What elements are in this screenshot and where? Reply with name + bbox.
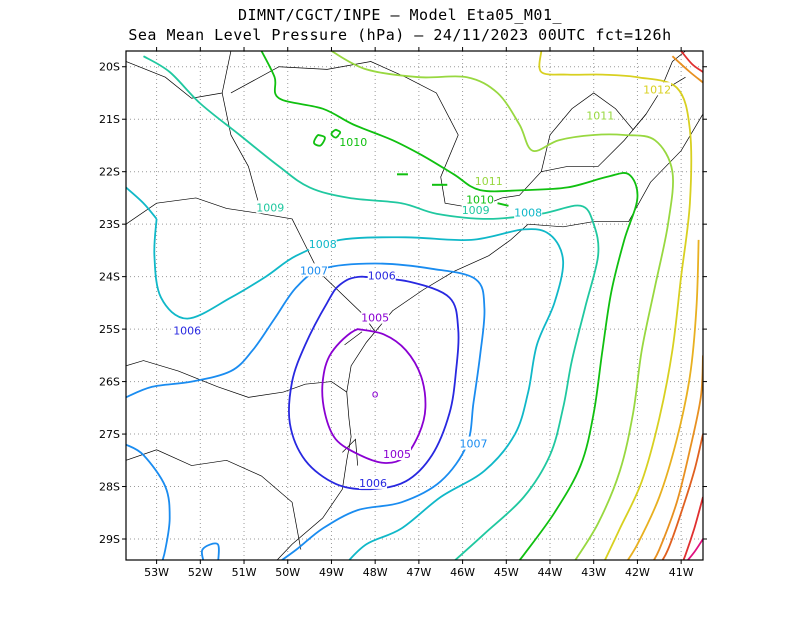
isobar-1010 [313, 134, 326, 147]
coast-or-border-line [126, 360, 347, 398]
pressure-minimum-marker: o [372, 388, 379, 401]
map-title-line-2: Sea Mean Level Pressure (hPa) – 24/11/20… [128, 26, 672, 44]
lon-tick-label: 48W [363, 566, 388, 579]
lon-tick-label: 44W [538, 566, 563, 579]
isobar-1007 [126, 262, 486, 560]
isobar-label-1011: 1011 [475, 175, 503, 188]
lon-tick-label: 46W [450, 566, 475, 579]
isobar-1008 [126, 186, 158, 220]
lon-tick-label: 45W [494, 566, 519, 579]
isobar-label-bg [459, 436, 488, 450]
lon-tick-label: 50W [275, 566, 300, 579]
coast-or-border-line [221, 51, 262, 214]
isobar-label-bg [367, 268, 396, 282]
isobar-label-1008: 1008 [514, 207, 542, 220]
coast-or-border-line [344, 331, 363, 346]
isobar-1006 [288, 275, 460, 491]
isobar-1016 [680, 51, 703, 73]
isobar-label-bg [586, 108, 615, 122]
isobar-label-1006: 1006 [173, 325, 201, 338]
isobar-label-bg [361, 310, 390, 324]
coast-or-border-line [276, 223, 529, 560]
isobar-label-1011: 1011 [586, 110, 614, 123]
isobar-label-1005: 1005 [383, 448, 411, 461]
coast-or-border-line [126, 197, 376, 332]
isobar-1011 [330, 51, 674, 560]
isobar-label-bg [308, 237, 337, 251]
coast-or-border-line [528, 113, 703, 228]
isobar-1010 [260, 51, 639, 560]
isobar-1017 [686, 538, 703, 560]
isobar-label-1012: 1012 [643, 83, 671, 96]
lon-tick-label: 43W [581, 566, 606, 579]
lat-tick-label: 20S [99, 61, 120, 74]
map-title-line-1: DIMNT/CGCT/INPE – Model Eta05_M01_ [237, 6, 563, 24]
isobar-label-bg [256, 200, 285, 214]
isobar-label-bg [339, 134, 368, 148]
isobar-label-1007: 1007 [300, 264, 328, 277]
isobar-label-bg [299, 263, 328, 277]
isobar-labels: 1005 1005 1006 1006 1006 1007 1007 1008 1008 1009… [173, 82, 672, 490]
isobar-label-bg [173, 323, 202, 337]
isobar-1014 [652, 355, 703, 560]
lon-tick-label: 53W [144, 566, 169, 579]
lat-tick-label: 24S [99, 271, 120, 284]
isobar-1010-fragment [497, 202, 509, 207]
lat-tick-label: 23S [99, 218, 120, 231]
isobar-label-bg [461, 203, 490, 217]
isobar-label-1006: 1006 [359, 477, 387, 490]
isobar-label-1009: 1009 [256, 201, 284, 214]
isobar-1014 [671, 55, 703, 84]
lon-tick-label: 49W [319, 566, 344, 579]
isobar-label-1008: 1008 [309, 238, 337, 251]
lat-tick-label: 27S [99, 428, 120, 441]
isobar-label-1007: 1007 [460, 438, 488, 451]
isobar-1008 [153, 218, 565, 560]
axis-ticks: 53W 52W 51W 50W 49W 48W 47W 46W 45W 44W 43W 42W 41W 2… [99, 47, 707, 579]
lat-tick-label: 29S [99, 533, 120, 546]
isobar-1010 [330, 128, 342, 139]
isobar-1013 [626, 239, 700, 560]
isobar-1016 [682, 496, 703, 560]
coast-or-border-line [126, 449, 302, 550]
isobar-label-1006: 1006 [368, 270, 396, 283]
lat-tick-label: 22S [99, 166, 120, 179]
isobar-label-bg [358, 475, 387, 489]
isobar-label-bg [514, 205, 543, 219]
plot-frame [125, 50, 704, 561]
isobar-label-1010: 1010 [339, 136, 367, 149]
isobar-1005 [321, 328, 427, 464]
lat-tick-label: 25S [99, 323, 120, 336]
isobar-1007 [126, 443, 171, 560]
lon-tick-label: 42W [625, 566, 650, 579]
lon-tick-label: 47W [406, 566, 431, 579]
isobar-label-1009: 1009 [462, 204, 490, 217]
coast-or-border-line [126, 61, 223, 99]
lon-tick-label: 41W [669, 566, 694, 579]
isobar-1015 [661, 433, 703, 560]
lon-tick-label: 52W [188, 566, 213, 579]
coastline-and-borders [126, 51, 703, 560]
lat-tick-label: 21S [99, 113, 120, 126]
lat-tick-label: 28S [99, 481, 120, 494]
lat-tick-label: 26S [99, 376, 120, 389]
lon-tick-label: 51W [232, 566, 257, 579]
isobar-label-bg [383, 447, 412, 461]
isobar-label-bg [643, 82, 672, 96]
isobar-label-bg [474, 174, 503, 188]
isobar-label-1005: 1005 [361, 312, 389, 325]
isobar-label-bg [466, 192, 495, 206]
isobar-contours [126, 51, 703, 560]
coast-or-border-line [540, 92, 647, 172]
isobar-1012 [538, 51, 693, 560]
isobar-label-1010: 1010 [466, 194, 494, 207]
isobar-1007 [200, 542, 220, 560]
